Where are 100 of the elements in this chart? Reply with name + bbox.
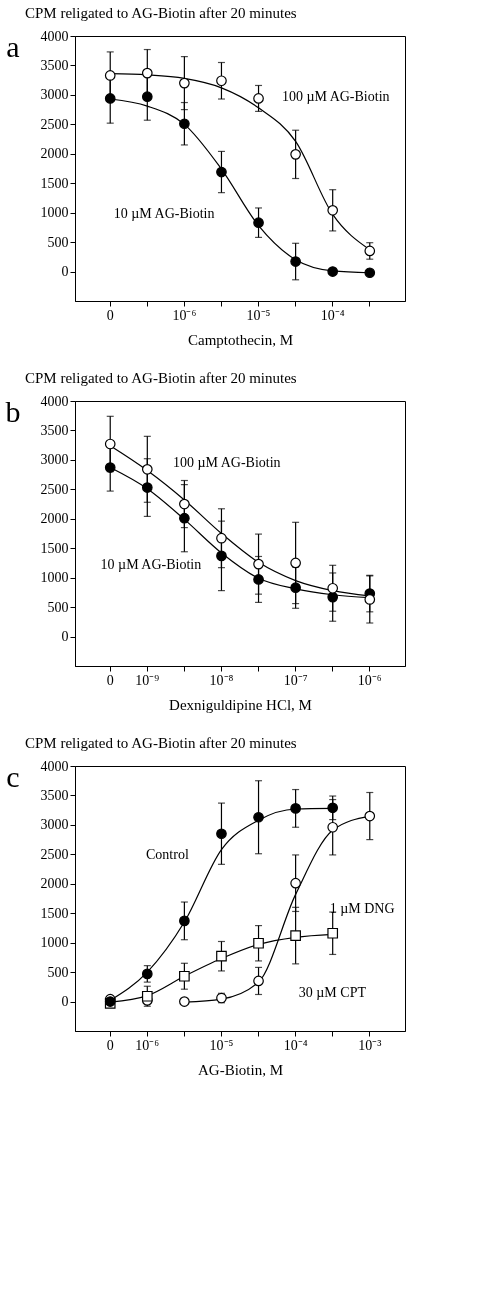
point xyxy=(179,970,190,982)
point xyxy=(179,118,190,130)
point xyxy=(253,811,264,823)
y-tick-label: 2500 xyxy=(40,481,69,497)
point xyxy=(216,950,227,962)
x-tick-label: 10⁻⁶ xyxy=(135,1037,160,1053)
y-tick-label: 2000 xyxy=(40,146,69,162)
point xyxy=(141,91,153,102)
y-tick-label: 4000 xyxy=(40,28,69,44)
x-tick-label: 10⁻⁹ xyxy=(135,672,160,688)
point xyxy=(141,463,153,475)
chart-title: CPM religated to AG-Biotin after 20 minutes xyxy=(25,370,297,386)
point xyxy=(253,558,264,570)
text: b xyxy=(5,395,21,428)
x-axis-title: Dexniguldipine HCl, M xyxy=(169,696,312,713)
point xyxy=(253,937,264,949)
point xyxy=(290,803,301,814)
point xyxy=(290,582,301,594)
y-tick-label: 2000 xyxy=(40,511,69,527)
text: c xyxy=(6,760,20,793)
x-tick-label: 10⁻⁶ xyxy=(172,307,197,323)
point xyxy=(290,557,301,569)
x-tick-label: 10⁻³ xyxy=(358,1037,382,1053)
point xyxy=(216,550,227,562)
point xyxy=(216,166,227,178)
point xyxy=(104,70,116,81)
point xyxy=(327,821,339,833)
point xyxy=(253,574,264,585)
point xyxy=(216,75,227,87)
point xyxy=(290,149,301,160)
y-tick-label: 500 xyxy=(47,964,69,980)
x-tick-label: 10⁻⁴ xyxy=(320,307,345,323)
text: 30 µM CPT xyxy=(298,984,367,1000)
text: 10 µM AG-Biotin xyxy=(113,205,215,221)
point xyxy=(216,828,227,840)
series-label: 100 µM AG-Biotin xyxy=(281,88,390,104)
y-tick-label: 500 xyxy=(47,599,69,615)
point xyxy=(104,438,116,450)
x-tick-label: 10⁻⁶ xyxy=(357,672,382,688)
y-tick-label: 4000 xyxy=(40,758,69,774)
series-label: 1 µM DNG xyxy=(329,901,395,917)
point xyxy=(290,877,301,889)
x-tick-label: 10⁻⁷ xyxy=(283,672,308,688)
point xyxy=(253,975,264,987)
point xyxy=(327,927,339,939)
point xyxy=(179,498,190,510)
point xyxy=(141,990,153,1002)
y-tick-label: 2500 xyxy=(40,846,69,862)
y-tick-label: 2000 xyxy=(40,876,69,892)
series-label: 10 µM AG-Biotin xyxy=(100,557,202,573)
point xyxy=(141,67,153,79)
y-tick-label: 0 xyxy=(61,629,69,645)
point xyxy=(327,802,339,814)
point xyxy=(104,462,116,473)
point xyxy=(327,591,339,603)
x-tick-label: 10⁻⁴ xyxy=(283,1037,308,1053)
y-tick-label: 1500 xyxy=(40,905,69,921)
x-axis-title: Camptothecin, M xyxy=(188,331,293,348)
y-tick-label: 1500 xyxy=(40,540,69,556)
point xyxy=(179,512,190,524)
x-tick-label: 10⁻⁵ xyxy=(209,1037,234,1053)
y-tick-label: 1500 xyxy=(40,175,69,191)
y-tick-label: 500 xyxy=(47,234,69,250)
point xyxy=(290,930,301,941)
point xyxy=(141,482,153,493)
y-tick-label: 0 xyxy=(61,264,69,280)
point xyxy=(327,204,339,216)
y-tick-label: 3500 xyxy=(40,57,69,73)
text: Control xyxy=(146,846,189,862)
text: a xyxy=(6,30,20,63)
y-tick-label: 3500 xyxy=(40,787,69,803)
x-tick-label: 0 xyxy=(106,672,114,688)
point xyxy=(253,217,264,229)
point xyxy=(327,582,339,594)
point xyxy=(290,256,301,267)
y-tick-label: 2500 xyxy=(40,116,69,132)
y-tick-label: 4000 xyxy=(40,393,69,409)
chart-title: CPM religated to AG-Biotin after 20 minutes xyxy=(25,5,297,21)
point xyxy=(364,810,376,822)
point xyxy=(216,532,227,544)
x-tick-label: 10⁻⁵ xyxy=(246,307,271,323)
y-tick-label: 1000 xyxy=(40,205,69,221)
y-tick-label: 3500 xyxy=(40,422,69,438)
point xyxy=(179,996,190,1007)
series-label: 100 µM AG-Biotin xyxy=(172,455,281,471)
y-tick-label: 1000 xyxy=(40,570,69,586)
y-tick-label: 3000 xyxy=(40,87,69,103)
point xyxy=(253,93,264,104)
point xyxy=(104,93,116,104)
x-axis-title: AG-Biotin, M xyxy=(197,1061,284,1078)
x-tick-label: 10⁻⁸ xyxy=(209,672,234,688)
point xyxy=(327,266,339,277)
y-tick-label: 1000 xyxy=(40,935,69,951)
point xyxy=(179,915,190,927)
point xyxy=(179,77,190,89)
point xyxy=(364,594,376,605)
x-tick-label: 0 xyxy=(106,307,114,323)
y-tick-label: 3000 xyxy=(40,452,69,468)
point xyxy=(364,245,376,257)
point xyxy=(364,267,376,279)
